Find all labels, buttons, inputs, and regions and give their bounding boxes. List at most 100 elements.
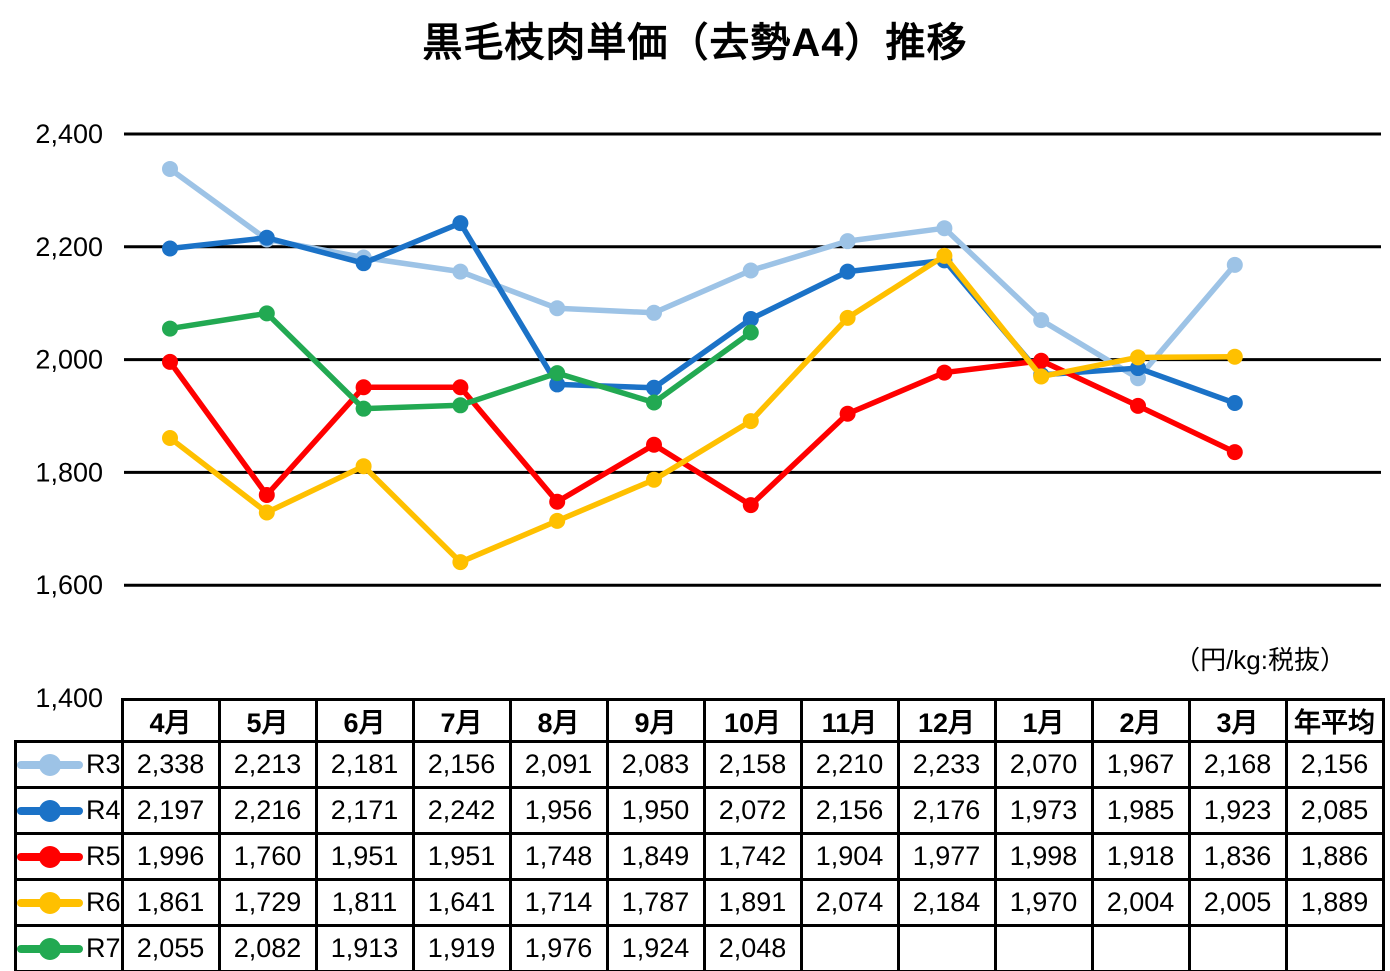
data-point-R4: [549, 376, 566, 393]
data-point-R5: [1033, 352, 1050, 369]
table-cell: 2,091: [508, 740, 609, 789]
table-cell: [1284, 924, 1385, 971]
data-point-R5: [839, 405, 856, 422]
data-point-R3: [1226, 256, 1243, 273]
data-point-R3: [1033, 312, 1050, 329]
table-cell: 2,171: [314, 786, 415, 835]
table-cell: 2,158: [702, 740, 803, 789]
series-line-R3: [167, 166, 1238, 381]
data-point-R5: [1130, 397, 1146, 414]
table-cell: 2,156: [1284, 740, 1385, 789]
data-point-R6: [549, 512, 566, 529]
table-cell: 2,004: [1090, 878, 1191, 927]
column-header: 2月: [1090, 698, 1191, 743]
table-cell: 2,233: [896, 740, 997, 789]
data-point-R4: [646, 379, 662, 396]
table-header-row: 4月 5月 6月 7月 8月 9月 10月 11月 12月 1月 2月 3月 年平均: [16, 698, 1385, 743]
legend-line-marker-icon: [18, 891, 83, 914]
data-point-R3: [839, 233, 856, 250]
table-cell: 1,641: [411, 878, 512, 927]
table-cell: 2,055: [120, 924, 221, 971]
table-cell: 1,714: [508, 878, 609, 927]
table-row: R3 2,338 2,213 2,181 2,156 2,091 2,083 2,158 2,2…: [14, 740, 1385, 789]
table-cell: 1,760: [217, 832, 318, 881]
data-point-R7: [549, 365, 566, 382]
series-name-label: R6: [86, 887, 121, 917]
table-cell: [1090, 924, 1191, 971]
legend-line-marker-icon: [18, 937, 83, 960]
column-header: 12月: [896, 698, 997, 743]
table-cell: 1,924: [605, 924, 706, 971]
series-legend: R5: [18, 841, 119, 872]
table-cell: 2,176: [896, 786, 997, 835]
column-header: 7月: [411, 698, 512, 743]
table-cell: 1,787: [605, 878, 706, 927]
data-point-R5: [162, 353, 178, 370]
table-row: R4 2,197 2,216 2,171 2,242 1,956 1,950 2,072 2,1…: [14, 786, 1385, 835]
table-cell: 1,889: [1284, 878, 1385, 927]
table-cell: 2,156: [411, 740, 512, 789]
column-header: 11月: [799, 698, 900, 743]
data-point-R6: [839, 309, 856, 326]
data-point-R5: [258, 486, 275, 503]
column-header: 6月: [314, 698, 415, 743]
table-row: R6 1,861 1,729 1,811 1,641 1,714 1,787 1,891 2,0…: [14, 878, 1385, 927]
data-point-R6: [1033, 368, 1050, 385]
y-axis-tick-label: 1,800: [35, 457, 103, 487]
series-name-label: R4: [86, 795, 121, 825]
data-point-R6: [936, 247, 953, 264]
table-cell: 1,973: [993, 786, 1094, 835]
table-cell: 1,998: [993, 832, 1094, 881]
data-point-R3: [936, 220, 953, 237]
table-cell: 2,074: [799, 878, 900, 927]
table-cell: 2,072: [702, 786, 803, 835]
column-header: 5月: [217, 698, 318, 743]
table-cell: 2,048: [702, 924, 803, 971]
table-cell: 2,083: [605, 740, 706, 789]
legend-cell-R7: R7: [14, 924, 124, 971]
table-cell: 2,213: [217, 740, 318, 789]
data-point-R6: [742, 413, 759, 430]
table-cell: 2,168: [1187, 740, 1288, 789]
table-cell: 2,338: [120, 740, 221, 789]
data-point-R4: [452, 215, 469, 232]
table-cell: 1,886: [1284, 832, 1385, 881]
data-point-R4: [258, 229, 275, 246]
column-header: 1月: [993, 698, 1094, 743]
series-name-label: R7: [86, 933, 121, 963]
legend-line-marker-icon: [18, 799, 83, 822]
table-cell: 1,956: [508, 786, 609, 835]
data-point-R7: [742, 324, 759, 341]
table-cell: 1,967: [1090, 740, 1191, 789]
table-cell: 2,184: [896, 878, 997, 927]
table-cell: 1,891: [702, 878, 803, 927]
data-point-R3: [452, 263, 469, 280]
y-axis-tick-label: 2,000: [35, 345, 103, 375]
data-point-R7: [646, 394, 662, 411]
table-cell: 2,082: [217, 924, 318, 971]
series-line-R5: [167, 357, 1238, 508]
table-cell: 1,951: [314, 832, 415, 881]
legend-line-marker-icon: [18, 845, 83, 868]
table-cell: [799, 924, 900, 971]
series-name-label: R3: [86, 749, 121, 779]
table-cell: [1187, 924, 1288, 971]
data-point-R3: [742, 262, 759, 279]
table-cell: 1,861: [120, 878, 221, 927]
table-cell: 1,970: [993, 878, 1094, 927]
table-cell: 2,216: [217, 786, 318, 835]
data-point-R6: [1226, 348, 1243, 365]
column-header: 9月: [605, 698, 706, 743]
data-point-R6: [258, 504, 275, 521]
data-point-R4: [839, 263, 856, 280]
table-cell: 1,976: [508, 924, 609, 971]
data-point-R6: [646, 471, 662, 488]
table-cell: 1,742: [702, 832, 803, 881]
series-legend: R6: [18, 887, 121, 918]
table-cell: 1,950: [605, 786, 706, 835]
column-header: 3月: [1187, 698, 1288, 743]
table-cell: 1,977: [896, 832, 997, 881]
data-point-R7: [162, 320, 178, 337]
